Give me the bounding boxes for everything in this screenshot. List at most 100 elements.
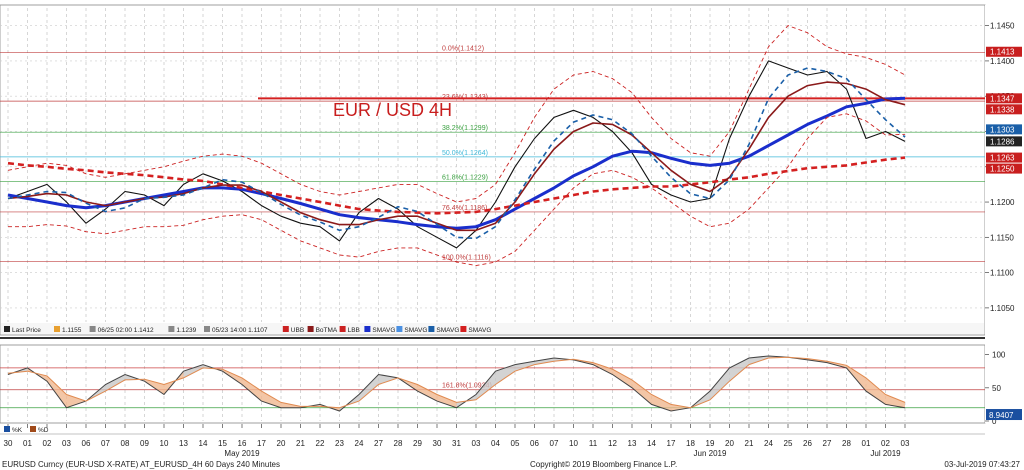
stochastic-series [7,355,906,412]
legend-label: 05/23 14:00 1.1107 [212,327,268,334]
legend-swatch [396,326,403,332]
legend-swatch [339,326,346,332]
fib-label: 161.8%(1.0934) [442,383,492,390]
fib-label: 0.0%(1.1412) [442,45,484,52]
fibonacci-levels: 0.0%(1.1412)23.6%(1.1343)38.2%(1.1299)50… [0,45,985,391]
legend-label: 1.1239 [176,327,196,334]
time-tick-label: 16 [238,439,247,448]
stoch-fill [66,394,86,408]
fib-label: 50.0%(1.1264) [442,150,488,157]
time-tick-label: 27 [823,439,832,448]
legend-label: 1.1155 [62,327,82,334]
time-tick-label: 14 [199,439,208,448]
legend-label: BoTMA [316,327,338,334]
stoch-legend: %K %D [4,426,49,434]
time-tick-label: 13 [179,439,188,448]
time-tick-label: 24 [764,439,773,448]
time-tick-label: 23 [335,439,344,448]
price-tick-label: 1.1050 [990,304,1015,313]
price-badge-label: 1.1286 [990,137,1015,146]
footer-copyright: Copyright© 2019 Bloomberg Finance L.P. [530,460,678,469]
time-tick-label: 03 [901,439,910,448]
time-tick-label: 07 [550,439,559,448]
stoch-legend-label: %K [12,427,23,434]
legend-swatch [307,326,314,332]
time-tick-label: 10 [569,439,578,448]
legend-label: LBB [348,327,360,334]
stoch-fill [261,391,281,408]
price-badge [986,163,1022,174]
price-gridlines [0,25,985,409]
chart-title: EUR / USD 4H [333,100,452,120]
legend-swatch [364,326,371,332]
stoch-fill [417,384,437,402]
time-tick-label: 21 [296,439,305,448]
price-badge-label: 1.1263 [990,154,1015,163]
legend-swatch [428,326,435,332]
time-tick-label: 20 [277,439,286,448]
time-tick-label: 26 [803,439,812,448]
stoch-fill [671,404,691,412]
fib-label: 61.8%(1.1229) [442,175,488,182]
time-tick-label: 09 [140,439,149,448]
stoch-tick-label: 50 [992,384,1001,393]
price-badge-label: 1.1338 [990,105,1015,114]
legend-swatch [54,326,60,332]
time-tick-label: 03 [472,439,481,448]
price-badge [986,93,1022,104]
fib-label: 38.2%(1.1299) [442,125,488,132]
time-tick-label: 18 [686,439,695,448]
time-tick-label: 01 [862,439,871,448]
price-badges: 1.1413 1.1347 1.1338 1.1303 1.1286 1.1263 1.12… [986,46,1022,421]
legend-label: SMAVG [372,327,395,334]
stoch-fill [183,364,203,378]
time-tick-label: 28 [842,439,851,448]
stoch-fill [242,377,262,402]
stoch-k-line [7,355,906,412]
stoch-legend-swatch [30,426,36,432]
time-axis: 30 01 02 03 06 07 08 09 10 13 14 15 16 17 20 21 22 23 24 27… [0,424,985,458]
time-tick-label: 27 [374,439,383,448]
price-tick-label: 1.1150 [990,233,1014,242]
time-tick-label: 10 [160,439,169,448]
smavg-short-line [7,67,906,240]
time-tick-label: 19 [706,439,715,448]
stoch-fill [378,374,398,385]
price-badge [986,152,1022,163]
stoch-badge-label: 8.9407 [989,411,1014,420]
time-tick-label: 07 [101,439,110,448]
stoch-fill [885,394,905,408]
price-series [7,25,906,267]
legend-swatch [4,326,10,332]
time-tick-label: 02 [881,439,890,448]
time-tick-label: 05 [511,439,520,448]
stoch-fill [632,379,652,405]
time-tick-label: 24 [355,439,364,448]
time-tick-label: 06 [82,439,91,448]
time-tick-label: 03 [62,439,71,448]
right-axis-band [985,5,1024,423]
smavg-200-line [7,156,906,215]
stoch-fill [105,374,125,392]
stoch-fill [729,357,749,382]
time-tick-label: 20 [725,439,734,448]
price-tick-label: 1.1100 [990,269,1014,278]
time-tick-label: 28 [394,439,403,448]
time-tick-label: 30 [4,439,13,448]
time-tick-label: 01 [23,439,32,448]
time-tick-label: 25 [784,439,793,448]
price-badge-label: 1.1303 [990,125,1015,134]
last-price-line [7,60,906,249]
legend-label: 06/25 02:00 1.1412 [98,327,154,334]
stoch-fill [651,394,671,412]
time-tick-label: 13 [628,439,637,448]
lbb-line [8,113,906,267]
legend-swatch [204,326,210,332]
price-tick-label: 1.1200 [990,198,1015,207]
price-badge [986,104,1022,115]
fib-label: 100.0%(1.1116) [442,254,491,261]
stoch-tick-label: 100 [992,351,1006,360]
price-badge [986,136,1022,147]
legend-swatch [168,326,175,332]
